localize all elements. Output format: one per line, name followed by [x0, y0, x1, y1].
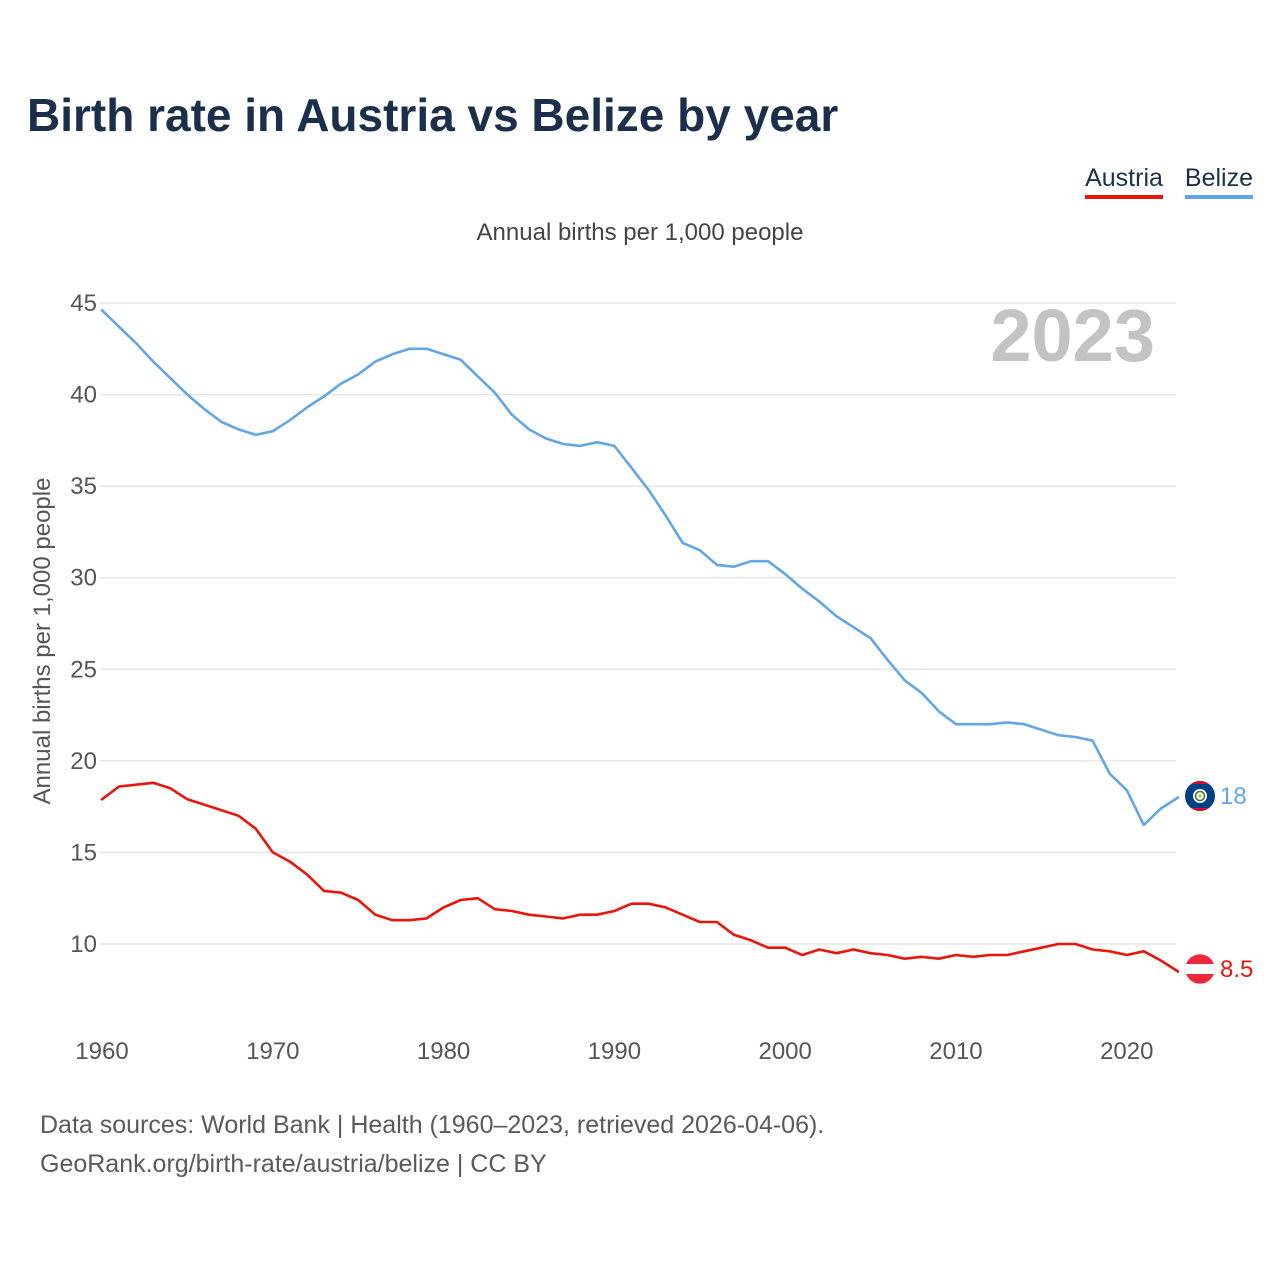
legend-label-belize: Belize — [1184, 164, 1253, 192]
series-line-belize — [100, 308, 1180, 827]
y-tick-label-10: 10 — [70, 931, 97, 958]
legend-item-austria[interactable]: Austria — [1085, 164, 1163, 199]
y-tick-label-20: 20 — [70, 748, 97, 775]
x-axis-ticks: 1960 1970 1980 1990 2000 2010 2020 — [75, 1038, 1153, 1065]
line-chart: Annual births per 1,000 people Annual bi… — [29, 219, 1253, 1065]
y-tick-label-45: 45 — [70, 290, 97, 317]
x-tick-label-2020: 2020 — [1100, 1038, 1153, 1065]
page-title: Birth rate in Austria vs Belize by year — [27, 89, 839, 141]
series-lines — [100, 308, 1180, 973]
austria-end-label: 8.5 — [1220, 956, 1253, 983]
y-tick-label-15: 15 — [70, 839, 97, 866]
x-tick-label-2000: 2000 — [758, 1038, 811, 1065]
x-tick-label-1960: 1960 — [75, 1038, 128, 1065]
y-axis-label: Annual births per 1,000 people — [29, 478, 56, 805]
belize-end-label: 18 — [1220, 783, 1247, 810]
austria-flag-icon — [1184, 953, 1216, 985]
legend-item-belize[interactable]: Belize — [1184, 164, 1253, 199]
footer-link[interactable]: GeoRank.org/birth-rate/austria/belize | … — [40, 1150, 547, 1178]
belize-flag-icon — [1185, 781, 1215, 811]
x-tick-label-1980: 1980 — [417, 1038, 470, 1065]
chart-legend: Austria Belize — [1085, 164, 1253, 199]
y-axis-ticks: 10 15 20 25 30 35 40 45 — [70, 290, 97, 958]
series-line-austria — [100, 781, 1180, 973]
y-tick-label-30: 30 — [70, 565, 97, 592]
x-tick-label-1970: 1970 — [246, 1038, 299, 1065]
footer: Data sources: World Bank | Health (1960–… — [40, 1106, 824, 1184]
y-tick-label-35: 35 — [70, 473, 97, 500]
y-tick-label-25: 25 — [70, 656, 97, 683]
chart-subtitle: Annual births per 1,000 people — [477, 219, 804, 246]
x-tick-label-2010: 2010 — [929, 1038, 982, 1065]
legend-label-austria: Austria — [1085, 164, 1163, 192]
x-tick-label-1990: 1990 — [588, 1038, 641, 1065]
grid-lines — [100, 302, 1176, 945]
year-watermark: 2023 — [990, 294, 1155, 377]
footer-sources: Data sources: World Bank | Health (1960–… — [40, 1111, 825, 1139]
y-tick-label-40: 40 — [70, 382, 97, 409]
